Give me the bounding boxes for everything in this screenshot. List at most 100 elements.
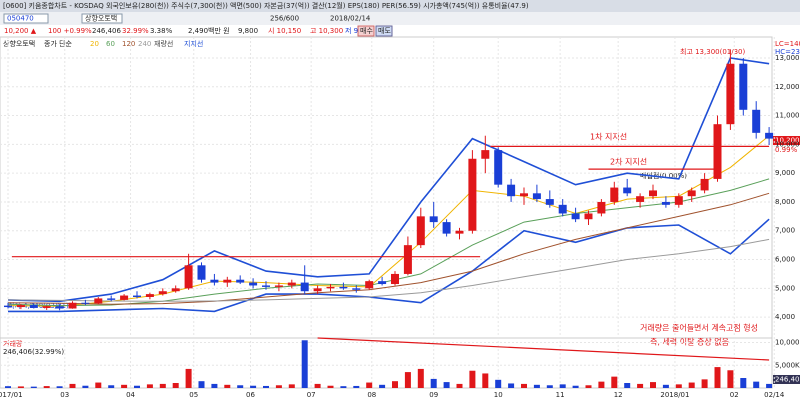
volume-bar [508, 383, 515, 388]
y-tick-label: 10,000 [775, 140, 800, 148]
y-tick-label: 7,000 [775, 227, 795, 235]
candle-body [158, 291, 167, 295]
legend-entry: 재량선 [154, 39, 173, 48]
y-tick-label: 9,000 [775, 169, 795, 177]
annotation: 거래량은 줄어들면서 계속고점 형성 [640, 323, 758, 333]
x-tick-label: 08 [367, 391, 376, 399]
candle-body [171, 288, 180, 292]
volume-bar [301, 340, 308, 388]
volume-bar [662, 384, 669, 388]
base: 9,800 [238, 27, 258, 35]
window-title: [0600] 키움종합차트 - KOSDAQ 외국인보유(280(천)) 주식수… [3, 1, 529, 10]
volume-bar [211, 383, 218, 388]
candle-body [571, 213, 580, 220]
volume-bar [5, 386, 11, 388]
candle-body [558, 204, 567, 214]
candle-body [4, 305, 12, 308]
y-tick-label: 5,000 [775, 284, 795, 292]
legend-entry: 240 [138, 40, 151, 48]
date: 2018/02/14 [330, 15, 371, 23]
volume-bar [198, 381, 205, 388]
volume-bar [469, 370, 476, 388]
volume-bar [598, 381, 605, 388]
candle-body [210, 279, 219, 283]
sell-button[interactable] [375, 25, 393, 37]
annotation: 최고 13,300(01/30) [680, 47, 746, 56]
candle-body [494, 150, 503, 185]
volume-bar [392, 381, 398, 388]
volume-bar [546, 385, 553, 388]
candle-body [532, 193, 541, 200]
volume-bar [108, 385, 115, 388]
candle-body [610, 187, 619, 202]
volume-bar [533, 384, 540, 388]
lc-label: LC=140.57 [775, 40, 800, 48]
volume-label: 거래량 [3, 339, 23, 348]
y-tick-label: 13,000 [775, 54, 800, 62]
x-tick-label: 11 [556, 391, 565, 399]
candle-body [623, 187, 632, 194]
candle-body [42, 306, 51, 308]
candle-body [468, 158, 477, 231]
band-upper [7, 57, 770, 303]
candle-body [339, 286, 348, 289]
volume-bar [69, 383, 76, 388]
candle-body [107, 298, 116, 300]
volume-bar [766, 383, 773, 388]
count: 256/600 [270, 15, 299, 23]
candle-body [429, 216, 438, 223]
volume-bar [43, 386, 50, 388]
indicator-box[interactable] [81, 13, 123, 24]
volume-bar [353, 385, 360, 388]
band-lower [8, 218, 770, 313]
sell-label: 매도 [378, 27, 391, 35]
candle-body [636, 196, 645, 202]
ma-line [7, 238, 770, 302]
buy-button[interactable] [357, 25, 375, 37]
legend-prefix: 종가 단순 [44, 39, 73, 48]
volume-bar [82, 385, 89, 388]
volume-panel [0, 337, 773, 389]
volume-bar [314, 383, 321, 388]
volume-ratio: 32.99% [122, 27, 149, 35]
open: 시 10,150 [268, 27, 301, 35]
candle-body [365, 281, 374, 289]
x-tick-label: 2018/01 [660, 391, 689, 399]
candle-body [133, 295, 141, 297]
volume-bar [366, 382, 373, 388]
candle-body [416, 216, 425, 246]
code-box[interactable] [3, 13, 49, 24]
panel-label: 상향오토택 [3, 39, 35, 48]
candle-body [700, 178, 709, 191]
candle-body [726, 63, 735, 125]
volume-bar [430, 378, 437, 388]
candle-body [262, 285, 270, 287]
change: 100 +0.99% [48, 27, 92, 35]
volume-bar [288, 384, 295, 388]
y-tick-label: 4,000 [775, 313, 795, 321]
y-tick-label: 6,000 [775, 256, 795, 264]
volume-bar [379, 384, 386, 388]
volume-bar [146, 384, 153, 388]
candle-body [674, 196, 683, 205]
volume-bar [688, 382, 695, 388]
volume-bar [611, 376, 618, 388]
volume-bar [495, 379, 502, 388]
candle-body [442, 222, 451, 234]
x-tick-label: 03 [60, 391, 69, 399]
pct-label: 0.99% [775, 146, 798, 154]
candle-body [649, 190, 657, 197]
volume-bar [417, 368, 424, 388]
volume-bar [275, 385, 282, 388]
volume-bar [701, 379, 708, 388]
x-tick-label: 12 [614, 391, 623, 399]
volume-bar [727, 370, 734, 388]
volume-bar [404, 372, 411, 388]
volume-bar [714, 367, 721, 388]
turnover: 3.38% [150, 27, 173, 35]
legend-entry: 60 [106, 40, 115, 48]
annotation: 1차 지지선 [590, 133, 627, 142]
volume-bar [185, 368, 192, 388]
volume-bar [263, 385, 269, 388]
